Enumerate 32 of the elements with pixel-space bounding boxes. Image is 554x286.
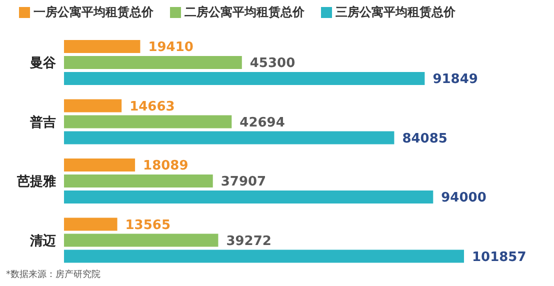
bar: [64, 131, 394, 144]
data-label: 19410: [148, 40, 194, 56]
bar: [64, 56, 242, 69]
bar: [64, 72, 425, 85]
bar: [64, 218, 118, 231]
data-label: 94000: [441, 190, 486, 206]
data-label: 42694: [240, 115, 285, 130]
data-label: 45300: [250, 56, 296, 72]
data-label: 14663: [130, 99, 175, 114]
data-label: 13565: [125, 218, 171, 233]
bar: [64, 158, 136, 172]
y-tick-label: 曼谷: [29, 56, 57, 72]
bar: [64, 99, 122, 112]
y-tick-label: 芭提雅: [16, 174, 56, 190]
legend-label: 一房公寓平均租赁总价: [32, 4, 154, 21]
legend-label: 三房公寓平均租赁总价: [334, 4, 456, 21]
data-label: 37907: [220, 174, 266, 190]
y-tick-label: 普吉: [29, 114, 56, 130]
bar: [64, 115, 232, 128]
data-label: 39272: [226, 234, 272, 249]
data-label: 91849: [432, 72, 478, 88]
data-label: 101857: [472, 250, 526, 265]
bar: [64, 234, 218, 247]
y-tick-label: 清迈: [29, 232, 56, 249]
bar: [64, 250, 464, 263]
data-label: 18089: [143, 158, 188, 174]
bar: [64, 174, 213, 188]
bar: [64, 40, 140, 53]
legend-label: 二房公寓平均租赁总价: [184, 4, 304, 21]
annotation: *数据来源：房产研究院: [6, 268, 100, 281]
data-label: 84085: [402, 131, 448, 146]
bar: [64, 190, 434, 204]
